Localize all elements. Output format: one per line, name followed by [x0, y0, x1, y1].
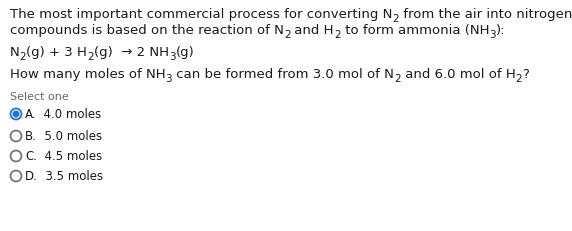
- Text: Select one: Select one: [10, 92, 69, 102]
- Text: 3: 3: [489, 30, 496, 40]
- Circle shape: [10, 109, 22, 119]
- Text: (g)  → 2 NH: (g) → 2 NH: [94, 46, 169, 59]
- Text: and H: and H: [291, 24, 334, 37]
- Text: (g) + 3 H: (g) + 3 H: [26, 46, 88, 59]
- Text: 4.0 moles: 4.0 moles: [37, 108, 102, 121]
- Text: can be formed from 3.0 mol of N: can be formed from 3.0 mol of N: [172, 68, 394, 81]
- Circle shape: [10, 170, 22, 182]
- Text: compounds is based on the reaction of N: compounds is based on the reaction of N: [10, 24, 284, 37]
- Text: and 6.0 mol of H: and 6.0 mol of H: [401, 68, 515, 81]
- Text: N: N: [10, 46, 20, 59]
- Text: D.: D.: [25, 170, 38, 183]
- Text: ):: ):: [496, 24, 505, 37]
- Text: 2: 2: [334, 30, 340, 40]
- Text: 2: 2: [392, 13, 399, 24]
- Text: 3.5 moles: 3.5 moles: [38, 170, 103, 183]
- Text: to form ammonia (NH: to form ammonia (NH: [340, 24, 489, 37]
- Text: The most important commercial process for converting N: The most important commercial process fo…: [10, 8, 392, 21]
- Text: (g): (g): [176, 46, 194, 59]
- Text: 2: 2: [20, 52, 26, 61]
- Text: B.: B.: [25, 130, 37, 143]
- Text: A.: A.: [25, 108, 37, 121]
- Text: 2: 2: [515, 73, 522, 83]
- Text: 3: 3: [169, 52, 176, 61]
- Text: 4.5 moles: 4.5 moles: [37, 150, 102, 163]
- Circle shape: [10, 151, 22, 161]
- Text: 2: 2: [284, 30, 291, 40]
- Circle shape: [10, 131, 22, 142]
- Text: ?: ?: [522, 68, 529, 81]
- Text: How many moles of NH: How many moles of NH: [10, 68, 166, 81]
- Text: from the air into nitrogen-containing: from the air into nitrogen-containing: [399, 8, 572, 21]
- Text: 5.0 moles: 5.0 moles: [37, 130, 102, 143]
- Circle shape: [13, 110, 19, 118]
- Text: 2: 2: [88, 52, 94, 61]
- Text: 3: 3: [166, 73, 172, 83]
- Text: 2: 2: [394, 73, 401, 83]
- Text: C.: C.: [25, 150, 37, 163]
